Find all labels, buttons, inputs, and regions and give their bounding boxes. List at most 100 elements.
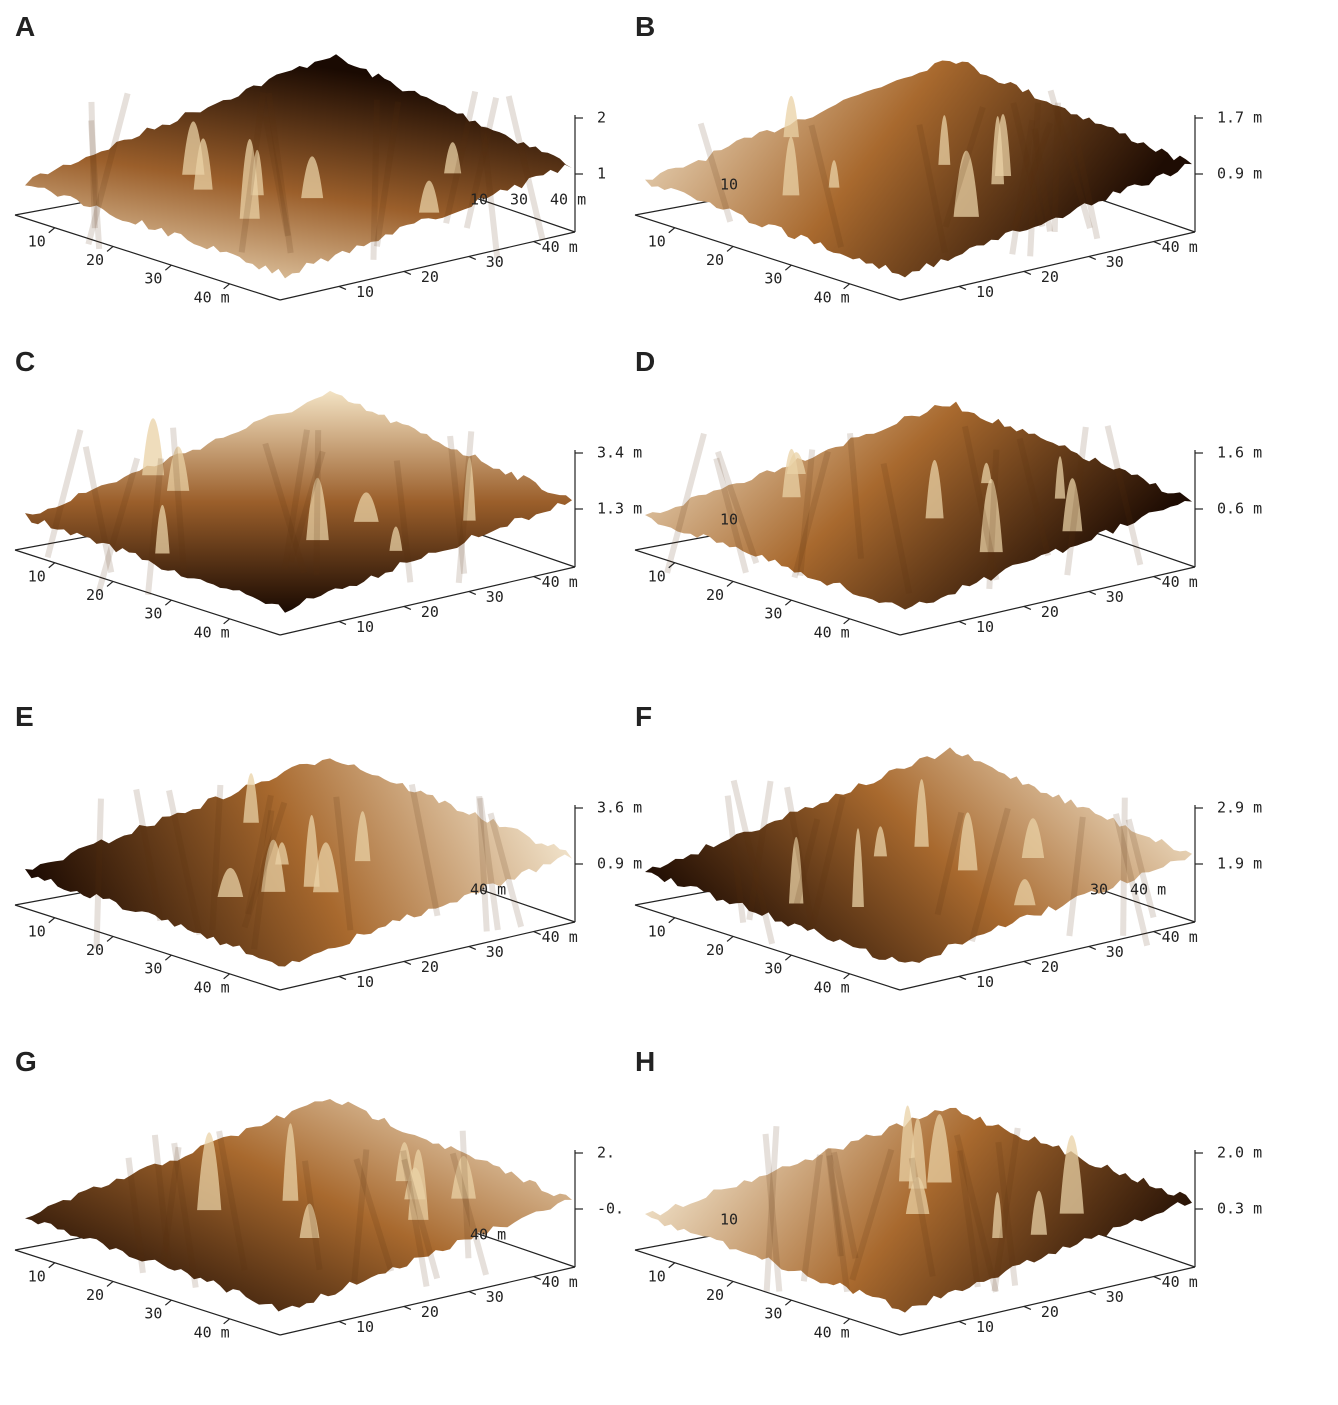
right-tick-label: 30 (1106, 1288, 1124, 1306)
z-tick-label: 1.3 m (597, 500, 642, 518)
left-tick-label: 30 (764, 1305, 782, 1323)
left-tick-label: 30 (144, 270, 162, 288)
left-tick-label: 10 (28, 232, 46, 250)
right-tick (1089, 591, 1096, 594)
right-tick-label: 10 (976, 1318, 994, 1336)
left-tick-label: 40 m (814, 978, 850, 996)
left-tick-label: 10 (648, 922, 666, 940)
back-tick-label: 10 (720, 1211, 738, 1229)
left-tick-label: 10 (648, 567, 666, 585)
panel-label: C (15, 346, 35, 377)
surface-ridge (1055, 103, 1058, 232)
left-tick-label: 20 (86, 941, 104, 959)
right-tick (534, 1277, 541, 1280)
z-tick-label: 2 (597, 109, 606, 127)
right-tick (959, 1321, 966, 1324)
z-tick-label: 2. (597, 1144, 615, 1162)
z-tick-label: 2.9 m (1217, 799, 1262, 817)
right-tick-label: 20 (1041, 603, 1059, 621)
right-tick (1089, 1291, 1096, 1294)
back-tick-label: 30 (510, 191, 528, 209)
left-tick (669, 228, 675, 233)
left-tick (107, 246, 113, 251)
left-tick-label: 10 (648, 1267, 666, 1285)
left-tick (49, 563, 55, 568)
axis-line (470, 531, 575, 567)
right-tick-label: 40 m (542, 928, 578, 946)
right-tick (534, 242, 541, 245)
left-tick-label: 30 (144, 605, 162, 623)
z-tick-label: 2.0 m (1217, 1144, 1262, 1162)
back-tick-label: 10 (720, 511, 738, 529)
left-tick-label: 30 (764, 270, 782, 288)
back-tick-label: 40 m (1130, 881, 1166, 899)
left-tick-label: 10 (28, 1267, 46, 1285)
z-tick-label: 1.9 m (1217, 855, 1262, 873)
left-tick (49, 918, 55, 923)
panel: B1.7 m0.9 m10203040 m10203040 m10 (635, 11, 1262, 306)
left-tick (785, 955, 791, 960)
surface-peak (783, 96, 799, 137)
z-tick-label: 0.6 m (1217, 500, 1262, 518)
surface-peak (1060, 1135, 1084, 1213)
left-tick-label: 30 (764, 960, 782, 978)
left-tick-label: 40 m (194, 1323, 230, 1341)
surface-ridge (316, 430, 318, 575)
right-tick (404, 606, 411, 609)
z-tick-label: 0.9 m (1217, 165, 1262, 183)
right-tick (469, 1291, 476, 1294)
right-tick (1154, 242, 1161, 245)
back-tick-label: 30 (1090, 881, 1108, 899)
z-tick-label: 1.6 m (1217, 444, 1262, 462)
back-tick-label: 10 (720, 176, 738, 194)
left-tick-label: 10 (28, 922, 46, 940)
right-tick-label: 40 m (1162, 928, 1198, 946)
right-tick (1024, 271, 1031, 274)
right-tick-label: 30 (1106, 588, 1124, 606)
panel: E3.6 m0.9 m10203040 m10203040 m40 m (15, 701, 642, 996)
right-tick-label: 30 (486, 253, 504, 271)
right-tick (1024, 961, 1031, 964)
right-tick-label: 40 m (542, 1273, 578, 1291)
right-tick-label: 20 (421, 603, 439, 621)
right-tick (404, 961, 411, 964)
right-tick (534, 577, 541, 580)
right-tick-label: 40 m (1162, 1273, 1198, 1291)
back-tick-label: 40 m (470, 1226, 506, 1244)
back-tick-label: 40 m (550, 191, 586, 209)
right-tick (534, 932, 541, 935)
left-tick-label: 20 (706, 586, 724, 604)
left-tick-label: 30 (144, 1305, 162, 1323)
right-tick-label: 30 (486, 943, 504, 961)
left-tick (49, 228, 55, 233)
right-tick-label: 40 m (542, 238, 578, 256)
right-tick-label: 40 m (1162, 573, 1198, 591)
right-tick-label: 10 (976, 973, 994, 991)
right-tick-label: 10 (356, 1318, 374, 1336)
panel: G2.-0.10203040 m10203040 m40 m (15, 1046, 624, 1341)
surface-ridge (96, 799, 100, 949)
left-tick-label: 40 m (814, 288, 850, 306)
left-tick (727, 936, 733, 941)
left-tick (785, 600, 791, 605)
right-tick (1089, 256, 1096, 259)
right-tick (469, 256, 476, 259)
panel: F2.9 m1.9 m10203040 m10203040 m3040 m (635, 701, 1262, 996)
left-tick-label: 20 (706, 941, 724, 959)
left-tick-label: 20 (86, 586, 104, 604)
left-tick (165, 265, 171, 270)
left-tick (785, 1300, 791, 1305)
left-tick-label: 20 (706, 251, 724, 269)
back-tick-label: 10 (470, 191, 488, 209)
left-tick-label: 30 (144, 960, 162, 978)
right-tick-label: 20 (1041, 958, 1059, 976)
left-tick (165, 955, 171, 960)
right-tick-label: 20 (1041, 1303, 1059, 1321)
left-tick-label: 40 m (194, 623, 230, 641)
panel-label: B (635, 11, 655, 42)
left-tick-label: 40 m (194, 288, 230, 306)
panel-label: G (15, 1046, 37, 1077)
left-tick (785, 265, 791, 270)
panel-label: E (15, 701, 34, 732)
right-tick (1024, 1306, 1031, 1309)
